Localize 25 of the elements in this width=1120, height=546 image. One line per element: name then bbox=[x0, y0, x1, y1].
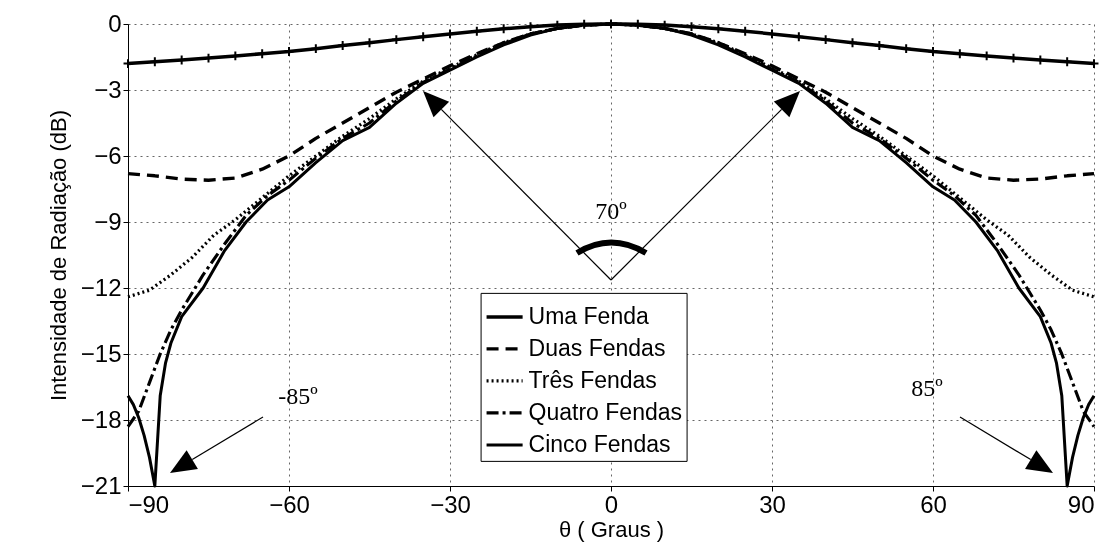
y-axis-title: Intensidade de Radiação (dB) bbox=[45, 109, 71, 402]
x-tick-label: 0 bbox=[604, 490, 619, 518]
legend-label: Uma Fenda bbox=[528, 302, 649, 329]
x-tick-label: 30 bbox=[759, 490, 786, 518]
x-tick-label: 90 bbox=[1067, 490, 1095, 518]
legend-label: Quatro Fendas bbox=[528, 398, 683, 425]
y-tick-label: −21 bbox=[80, 471, 122, 499]
annotation: 70º bbox=[595, 197, 628, 224]
annotation: -85º bbox=[278, 382, 319, 409]
annotation: 85º bbox=[911, 374, 944, 401]
legend-label: Duas Fendas bbox=[528, 334, 666, 361]
legend-label: Cinco Fendas bbox=[528, 430, 671, 457]
y-tick-label: −3 bbox=[94, 75, 122, 103]
x-tick-label: −30 bbox=[430, 490, 471, 518]
x-tick-label: −90 bbox=[128, 490, 170, 518]
x-axis-title: θ ( Graus ) bbox=[558, 516, 665, 542]
y-tick-label: −6 bbox=[94, 141, 122, 169]
x-tick-label: −60 bbox=[269, 490, 310, 518]
y-tick-label: −9 bbox=[94, 207, 122, 235]
x-tick-label: 60 bbox=[920, 490, 947, 518]
y-tick-label: −18 bbox=[80, 405, 122, 433]
y-tick-label: −12 bbox=[80, 273, 122, 301]
y-tick-label: 0 bbox=[108, 9, 122, 37]
y-tick-label: −15 bbox=[80, 339, 122, 367]
legend-label: Três Fendas bbox=[528, 366, 657, 393]
